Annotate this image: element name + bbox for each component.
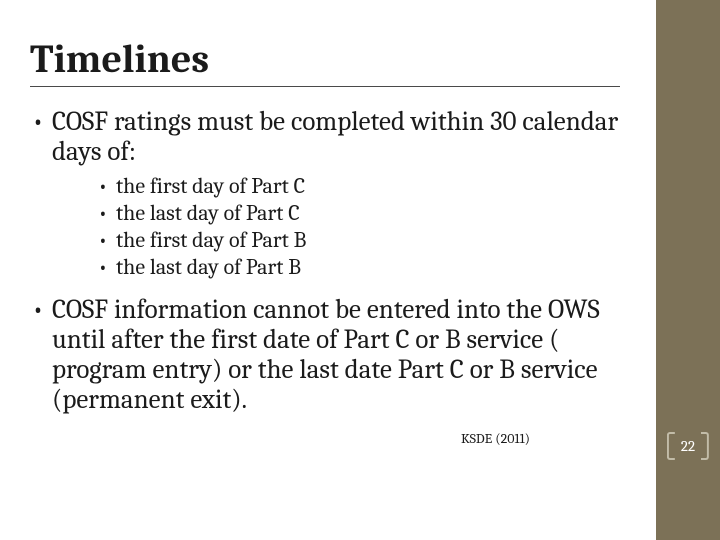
bullet-text: COSF information cannot be entered into … [52, 294, 600, 416]
sub-bullet-item: the first day of Part B [98, 227, 650, 254]
side-accent-bar: 22 [656, 0, 720, 540]
page-number: 22 [681, 437, 695, 455]
bullet-text: COSF ratings must be completed within 30… [52, 106, 618, 167]
sub-bullet-text: the last day of Part B [116, 254, 301, 280]
bracket-right-icon [701, 432, 709, 460]
sub-bullet-text: the first day of Part B [116, 227, 306, 253]
sub-bullet-text: the first day of Part C [116, 173, 305, 199]
bullet-list: COSF ratings must be completed within 30… [30, 107, 650, 416]
sub-bullet-item: the first day of Part C [98, 173, 650, 200]
slide: Timelines COSF ratings must be completed… [0, 0, 720, 540]
bracket-left-icon [667, 432, 675, 460]
sub-bullet-item: the last day of Part B [98, 254, 650, 281]
bullet-item: COSF ratings must be completed within 30… [32, 107, 650, 281]
sub-bullet-text: the last day of Part C [116, 200, 300, 226]
sub-bullet-list: the first day of Part C the last day of … [98, 173, 650, 280]
slide-title: Timelines [30, 36, 620, 87]
citation: KSDE (2011) [30, 430, 530, 447]
sub-bullet-item: the last day of Part C [98, 200, 650, 227]
page-number-badge: 22 [667, 432, 709, 460]
content-area: Timelines COSF ratings must be completed… [0, 0, 656, 540]
bullet-item: COSF information cannot be entered into … [32, 295, 650, 416]
